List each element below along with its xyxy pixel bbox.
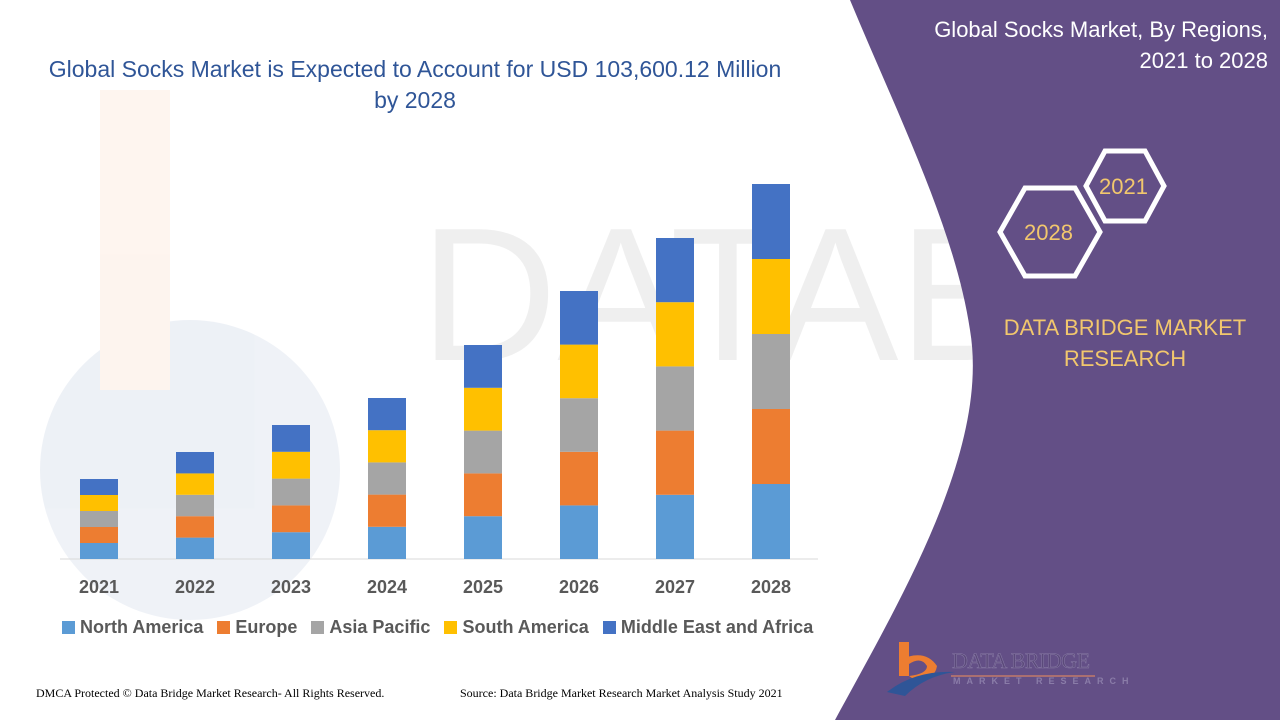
brand-text: DATA BRIDGE MARKET RESEARCH xyxy=(1003,315,1247,371)
bar-segment-2027-south-america xyxy=(656,302,694,367)
logo-text: DATA BRIDGE xyxy=(952,648,1091,674)
hex-label-2028: 2028 xyxy=(1024,220,1073,245)
legend-item: North America xyxy=(62,617,203,638)
bar-segment-2028-europe xyxy=(752,409,790,484)
side-panel xyxy=(835,0,1280,720)
bar-segment-2025-north-america xyxy=(464,516,502,559)
bar-segment-2022-middle-east-and-africa xyxy=(176,452,214,474)
bar-segment-2024-south-america xyxy=(368,430,406,463)
x-tick-label: 2028 xyxy=(751,577,791,597)
bar-segment-2021-asia-pacific xyxy=(80,511,118,527)
bar-segment-2024-europe xyxy=(368,494,406,527)
bar-segment-2025-asia-pacific xyxy=(464,430,502,474)
legend-label: North America xyxy=(80,617,204,637)
bar-segment-2028-asia-pacific xyxy=(752,334,790,409)
legend-item: Europe xyxy=(217,617,297,638)
x-tick-label: 2026 xyxy=(559,577,599,597)
hexagon-2028 xyxy=(997,185,1103,279)
bar-segment-2027-north-america xyxy=(656,494,694,559)
chart-title: Global Socks Market is Expected to Accou… xyxy=(48,56,782,113)
bar-segment-2021-europe xyxy=(80,527,118,543)
bar-segment-2028-south-america xyxy=(752,259,790,334)
legend-label: Europe xyxy=(235,617,298,637)
legend-item: Asia Pacific xyxy=(311,617,430,638)
legend-item: South America xyxy=(444,617,589,638)
bar-segment-2025-middle-east-and-africa xyxy=(464,345,502,388)
x-tick-label: 2024 xyxy=(367,577,407,597)
bar-segment-2023-asia-pacific xyxy=(272,478,310,506)
bar-segment-2027-europe xyxy=(656,430,694,495)
bar-segment-2025-europe xyxy=(464,473,502,517)
legend-item: Middle East and Africa xyxy=(602,617,814,638)
legend-swatch xyxy=(602,621,616,634)
bar-segment-2023-middle-east-and-africa xyxy=(272,425,310,452)
bar-segment-2026-north-america xyxy=(560,505,598,559)
legend-swatch xyxy=(217,621,231,634)
legend-swatch xyxy=(311,621,325,634)
bar-segment-2023-north-america xyxy=(272,532,310,559)
bar-segment-2026-middle-east-and-africa xyxy=(560,291,598,345)
bar-segment-2024-middle-east-and-africa xyxy=(368,398,406,431)
bar-segment-2027-asia-pacific xyxy=(656,366,694,431)
bar-segment-2027-middle-east-and-africa xyxy=(656,238,694,303)
bar-segment-2026-europe xyxy=(560,451,598,506)
x-tick-label: 2023 xyxy=(271,577,311,597)
x-tick-labels: 2021 2022 2023 2024 2025 2026 2027 2028 xyxy=(79,577,791,597)
footer-source: Source: Data Bridge Market Research Mark… xyxy=(460,686,783,700)
bar-segment-2026-asia-pacific xyxy=(560,398,598,452)
bar-segment-2022-south-america xyxy=(176,473,214,495)
x-tick-label: 2025 xyxy=(463,577,503,597)
logo-subtext: MARKET RESEARCH xyxy=(953,676,1135,686)
x-tick-label: 2022 xyxy=(175,577,215,597)
legend-label: Asia Pacific xyxy=(329,617,431,637)
legend-label: Middle East and Africa xyxy=(620,617,814,637)
legend-swatch xyxy=(444,621,458,634)
bar-segment-2021-north-america xyxy=(80,543,118,559)
bar-segment-2026-south-america xyxy=(560,344,598,399)
bar-segment-2022-north-america xyxy=(176,537,214,559)
bar-segment-2028-north-america xyxy=(752,484,790,559)
footer-copyright: DMCA Protected © Data Bridge Market Rese… xyxy=(36,686,385,700)
hex-label-2021: 2021 xyxy=(1099,174,1148,199)
bar-segment-2023-south-america xyxy=(272,451,310,479)
bar-segment-2021-south-america xyxy=(80,495,118,511)
legend-swatch xyxy=(62,621,75,634)
bar-segment-2022-europe xyxy=(176,516,214,538)
bar-segment-2022-asia-pacific xyxy=(176,494,214,517)
logo-icon xyxy=(887,642,1095,696)
side-panel-title: Global Socks Market, By Regions, 2021 to… xyxy=(934,17,1268,73)
x-tick-label: 2027 xyxy=(655,577,695,597)
bar-segment-2025-south-america xyxy=(464,387,502,431)
bar-segment-2024-north-america xyxy=(368,526,406,559)
hexagon-2021 xyxy=(1083,148,1167,224)
x-tick-label: 2021 xyxy=(79,577,119,597)
legend: North America Europe Asia Pacific South Ame… xyxy=(62,617,813,638)
bar-segment-2024-asia-pacific xyxy=(368,462,406,495)
bar-segment-2021-middle-east-and-africa xyxy=(80,479,118,495)
bar-segment-2028-middle-east-and-africa xyxy=(752,184,790,259)
bars xyxy=(80,184,790,559)
bar-segment-2023-europe xyxy=(272,505,310,533)
legend-label: South America xyxy=(462,617,589,637)
